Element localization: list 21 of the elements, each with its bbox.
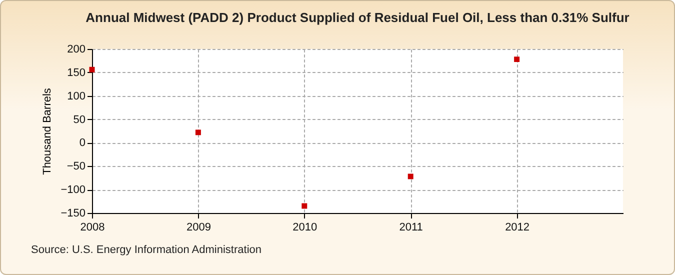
x-tick-label: 2011 — [399, 222, 423, 234]
y-tick-label: 150 — [67, 66, 86, 79]
y-tick-label: 200 — [67, 44, 86, 56]
chart-title: Annual Midwest (PADD 2) Product Supplied of Residual Fuel Oil, Less than 0.31% Sulfur — [86, 10, 630, 25]
point — [514, 56, 520, 62]
y-tick-label: −100 — [60, 184, 86, 196]
point — [195, 130, 201, 136]
x-tick-label: 2010 — [292, 222, 318, 234]
y-tick-label: 0 — [79, 137, 86, 150]
y-tick-label: 50 — [73, 114, 86, 126]
x-tick-label: 2012 — [505, 222, 530, 234]
x-tick-label: 2009 — [186, 222, 211, 234]
y-tick-label: −150 — [60, 208, 86, 220]
point — [408, 174, 414, 180]
y-axis-title: Thousand Barrels — [42, 88, 54, 175]
y-tick-label: −50 — [66, 160, 86, 173]
y-tick-label: 100 — [67, 90, 86, 102]
point — [89, 66, 95, 72]
x-tick-label: 2008 — [80, 222, 105, 234]
point — [302, 203, 308, 209]
source-note: Source: U.S. Energy Information Administration — [31, 244, 262, 256]
